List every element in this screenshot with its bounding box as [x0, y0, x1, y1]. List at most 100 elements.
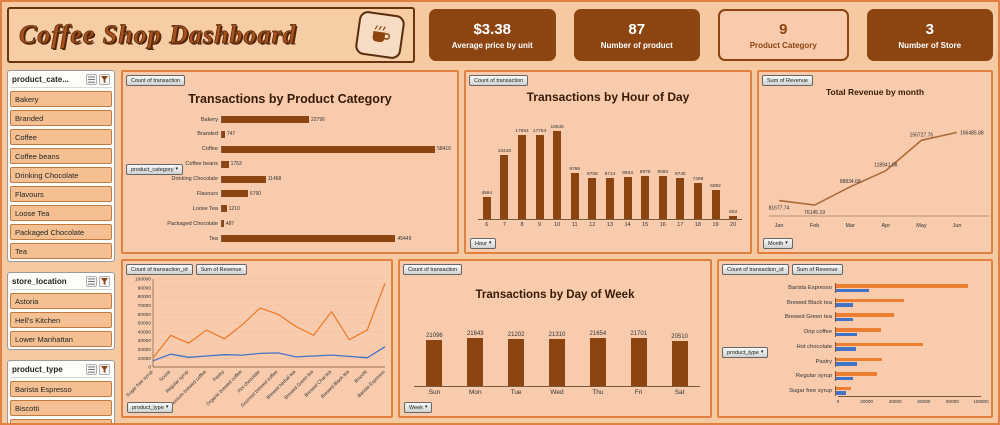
- dropdown-caret-icon: ▾: [760, 349, 764, 355]
- svg-text:80000: 80000: [138, 294, 152, 300]
- product-type-filter-button[interactable]: product_type ▾: [722, 347, 769, 358]
- svg-text:Feb: Feb: [810, 223, 819, 229]
- count-bar: [836, 332, 858, 337]
- slicer-item[interactable]: Black tea: [10, 419, 112, 423]
- slicer-item-list: Barista EspressoBiscottiBlack teaBrewed …: [10, 381, 112, 423]
- hour-filter-button[interactable]: Hour ▾: [470, 238, 497, 249]
- bar: [623, 176, 632, 219]
- bar-row: Coffee beans 1753: [131, 159, 451, 170]
- value-label: 45449: [397, 235, 412, 242]
- value-label: 21654: [589, 331, 607, 338]
- value-label: 603: [729, 210, 738, 216]
- value-label: 11468: [267, 176, 282, 182]
- pivot-field-button[interactable]: Count of transaction_id: [126, 264, 193, 275]
- clear-filter-icon[interactable]: [99, 276, 110, 287]
- slicer-item[interactable]: Drinking Chocolate: [10, 167, 112, 183]
- x-axis-ticks: 0 20000 40000 60000 80000 100000: [837, 396, 989, 406]
- week-filter-button[interactable]: Week ▾: [404, 402, 433, 413]
- multi-select-icon[interactable]: [86, 74, 97, 85]
- svg-text:Scone: Scone: [158, 369, 172, 383]
- slicer-item-list: Astoria Hell's Kitchen Lower Manhattan: [10, 293, 112, 347]
- bar: [222, 235, 396, 242]
- bar: [671, 340, 688, 386]
- header: Coffee Shop Dashboard $3.38 Average pric…: [7, 5, 993, 65]
- slicer-item[interactable]: Lower Manhattan: [10, 331, 112, 347]
- value-label: 747: [226, 131, 236, 138]
- value-label: 9766: [569, 166, 581, 172]
- slicer-item[interactable]: Coffee beans: [10, 148, 112, 164]
- chart-transactions-by-day-of-week: Count of transaction Transactions by Day…: [398, 259, 712, 418]
- svg-text:50000: 50000: [138, 321, 152, 327]
- count-bar: [836, 376, 854, 381]
- bar: [467, 338, 484, 386]
- category-label: Hot chocolate: [796, 343, 832, 350]
- svg-text:166485.88: 166485.88: [960, 130, 984, 136]
- pivot-field-button[interactable]: Count of transaction: [469, 75, 529, 86]
- svg-text:Pastry: Pastry: [212, 369, 226, 383]
- slicer-item[interactable]: Tea: [10, 243, 112, 259]
- pivot-field-button[interactable]: Count of transaction: [126, 75, 186, 86]
- product-category-filter-button[interactable]: product_category ▾: [126, 164, 184, 175]
- axis-tick-label: 40000: [888, 399, 902, 404]
- slicer-product-category: product_cate... Bakery Branded Coffee Coffe…: [7, 70, 115, 262]
- svg-text:Biscotti: Biscotti: [353, 369, 368, 384]
- category-label: Coffee: [201, 146, 218, 153]
- svg-text:90000: 90000: [138, 285, 152, 291]
- pivot-field-button[interactable]: Sum of Revenue: [791, 264, 843, 275]
- category-label: Coffee beans: [185, 161, 218, 168]
- bar-row: Coffee 58416: [131, 144, 451, 155]
- multi-select-icon[interactable]: [86, 364, 97, 375]
- coffee-cup-icon: [354, 10, 406, 60]
- pivot-field-button[interactable]: Sum of Revenue: [195, 264, 247, 275]
- category-label: Drinking Chocolate: [171, 176, 218, 182]
- clear-filter-icon[interactable]: [99, 364, 110, 375]
- slicer-item[interactable]: Packaged Chocolate: [10, 224, 112, 240]
- bar-row: Packaged Chocolate 487: [131, 218, 451, 229]
- value-label: 8745: [674, 171, 686, 177]
- category-label: Pastry: [815, 358, 832, 365]
- chart-title: Total Revenue by month: [825, 87, 925, 97]
- category-label: Brewed Green tea: [784, 314, 832, 321]
- x-axis-labels: 6 7 8 9 10 11 12 13 14 15 16 17 18 19 20: [485, 222, 737, 228]
- slicer-item[interactable]: Biscotti: [10, 400, 112, 416]
- month-filter-button[interactable]: Month ▾: [763, 238, 793, 249]
- kpi-number-of-store: 3 Number of Store: [866, 9, 993, 61]
- slicer-product-type: product_type Barista Espresso Biscotti Bla…: [7, 360, 115, 423]
- clear-filter-icon[interactable]: [99, 74, 110, 85]
- count-bar: [836, 317, 853, 322]
- slicer-item[interactable]: Barista Espresso: [10, 381, 112, 397]
- revenue-bar: [836, 328, 881, 332]
- chart-total-revenue-by-month: Sum of Revenue Total Revenue by month 81…: [757, 70, 993, 254]
- slicer-item[interactable]: Loose Tea: [10, 205, 112, 221]
- slicer-item[interactable]: Coffee: [10, 129, 112, 145]
- category-label: Sugar free syrup: [789, 387, 832, 394]
- value-label: 22796: [310, 116, 325, 123]
- revenue-bar: [836, 298, 905, 303]
- svg-text:81677.74: 81677.74: [769, 206, 790, 212]
- value-label: 9093: [657, 169, 669, 175]
- revenue-bar: [836, 284, 968, 288]
- slicer-item[interactable]: Bakery: [10, 91, 112, 107]
- dropdown-caret-icon: ▾: [488, 240, 492, 246]
- svg-text:10000: 10000: [138, 356, 152, 362]
- pivot-field-button[interactable]: Count of transaction_id: [722, 264, 789, 275]
- bar-row: Brewed Green tea: [765, 312, 981, 323]
- svg-text:30000: 30000: [138, 338, 152, 344]
- multi-select-icon[interactable]: [86, 276, 97, 287]
- revenue-bar: [836, 313, 894, 317]
- chart-transactions-by-product-category: Count of transaction Transactions by Pro…: [121, 70, 459, 254]
- slicer-item[interactable]: Astoria: [10, 293, 112, 309]
- value-label: 487: [225, 220, 235, 227]
- value-label: 8933: [622, 170, 633, 176]
- bar: [589, 338, 606, 386]
- slicer-item[interactable]: Branded: [10, 110, 112, 126]
- pivot-field-button[interactable]: Sum of Revenue: [762, 75, 813, 86]
- pivot-field-button[interactable]: Count of transaction: [403, 264, 463, 275]
- bar-row: Branded 747: [131, 129, 451, 140]
- kpi-number-of-product: 87 Number of product: [573, 9, 700, 61]
- bar: [517, 135, 526, 219]
- slicer-item[interactable]: Flavours: [10, 186, 112, 202]
- product-type-filter-button[interactable]: product_type ▾: [127, 402, 174, 413]
- slicer-item[interactable]: Hell's Kitchen: [10, 312, 112, 328]
- category-label: Regular syrup: [795, 373, 832, 380]
